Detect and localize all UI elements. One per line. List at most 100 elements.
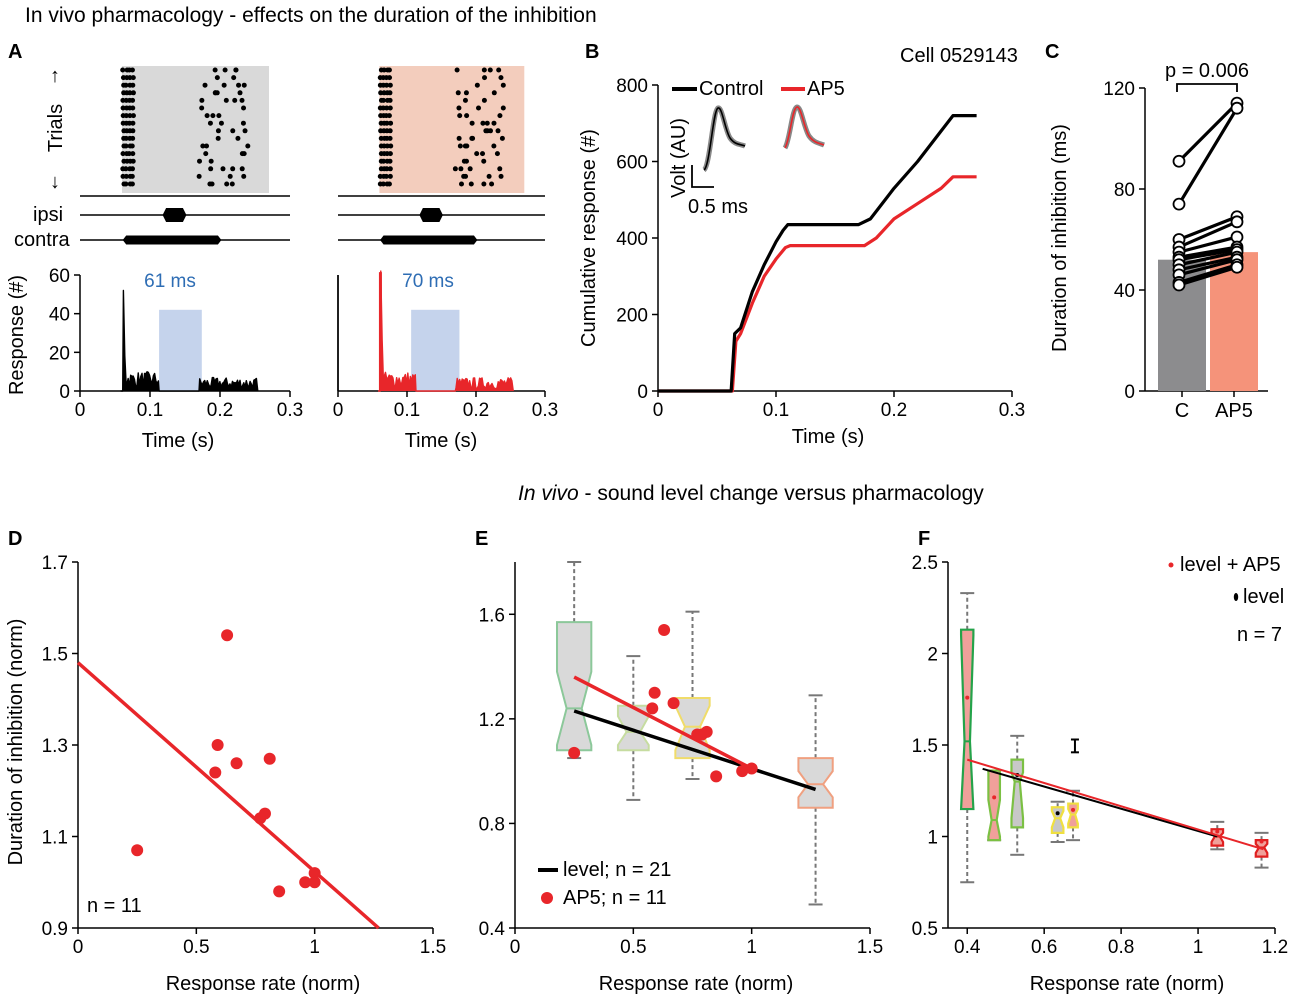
panel-a-ap5-raster-spike	[489, 181, 495, 187]
panel-a-control-raster-spike	[203, 151, 209, 157]
panel-a-ap5-raster-spike	[464, 113, 470, 119]
panel-a-control-raster-spike	[214, 75, 220, 81]
panel-a-control-raster-spike	[216, 113, 222, 119]
panel-a-ap5-raster-spike	[497, 166, 503, 172]
panel-f-y-tick-label: 2	[927, 645, 938, 666]
panel-a-ap5-raster-spike	[495, 128, 501, 134]
panel-a-control-contra-stimulus	[122, 235, 222, 245]
panel-e-point	[646, 702, 659, 715]
panel-c-pair-point	[1230, 260, 1244, 274]
panel-a-control-raster-spike	[130, 97, 136, 103]
panel-d-x-tick-label: 1	[309, 937, 320, 958]
panel-f-box-mean	[1259, 839, 1264, 844]
panel-a-control-raster-spike	[207, 181, 213, 187]
panel-a-ap5-histogram	[378, 270, 514, 392]
panel-f-box-mean	[1215, 829, 1220, 834]
panel-b-legend-control: Control	[699, 78, 763, 100]
panel-b-inset-scalebar	[691, 165, 714, 188]
panel-d-point	[221, 629, 234, 642]
panel-c-pair-line	[1177, 102, 1239, 163]
panel-a-control-raster-spike	[130, 75, 136, 81]
panel-a-control-raster-spike	[130, 113, 136, 119]
panel-b-y-tick-label: 400	[616, 229, 648, 250]
panel-c-x-tick-label: C	[1175, 400, 1189, 422]
panel-a-control-raster-spike	[123, 135, 129, 141]
panel-c-pair-point	[1172, 197, 1186, 211]
panel-f-x-tick-label: 0.6	[1031, 937, 1057, 958]
panel-a-ap5-raster-spike	[383, 173, 389, 179]
bottom-title: In vivo - sound level change versus phar…	[518, 482, 984, 505]
panel-a-ap5-raster-spike	[387, 128, 393, 134]
panel-d-x-tick-label: 0	[73, 937, 84, 958]
panel-c-significance-bracket	[1176, 83, 1238, 92]
panel-a-control-raster-spike	[130, 128, 136, 134]
panel-b-ylabel: Cumulative response (#)	[578, 129, 600, 347]
panel-b-x-tick-label: 0	[653, 400, 664, 421]
panel-b-y-tick-label: 800	[616, 76, 648, 97]
panel-d-annotation: n = 11	[87, 895, 142, 917]
panel-f-legend-ap5: level + AP5	[1180, 554, 1281, 576]
panel-c-pair-point	[1230, 215, 1244, 229]
panel-f-annotation: n = 7	[1237, 624, 1282, 646]
panel-a-ap5-raster-spike	[463, 173, 469, 179]
panel-a-control-raster-spike	[240, 120, 246, 126]
panel-f-box-3-box	[1050, 806, 1065, 834]
panel-a-control-raster-spike	[126, 120, 132, 126]
panel-a-ap5-raster-spike	[482, 75, 488, 81]
panel-a-control-raster-spike	[204, 113, 210, 119]
panel-e-y-tick-label: 1.2	[479, 710, 505, 731]
panel-a-ap5-raster-spike	[387, 97, 393, 103]
panel-a-ap5-raster-spike	[380, 97, 386, 103]
panel-a-ap5-raster-spike	[480, 151, 486, 157]
panel-a-control-raster-spike	[208, 158, 214, 164]
panel-a-ap5-raster-spike	[496, 67, 502, 73]
panel-a-ap5-hist-x-tick-label: 0.1	[394, 400, 420, 421]
panel-a-control-raster-spike	[130, 90, 136, 96]
panel-a-control-raster-spike	[123, 166, 129, 172]
panel-f-box-mean	[1071, 807, 1076, 812]
panel-f-fit-level	[982, 767, 1218, 838]
panel-a-control-raster-spike	[220, 166, 226, 172]
panel-d-fit-line	[76, 661, 380, 930]
panel-a-control-raster-spike	[123, 173, 129, 179]
panel-a-control-raster-spike	[212, 90, 218, 96]
panel-a-ap5-raster-spike	[481, 67, 487, 73]
panel-a-control-hist-y-tick-label: 20	[49, 343, 70, 364]
panel-a-ap5-raster-spike	[387, 90, 393, 96]
panel-a-ap5-raster-spike	[481, 181, 487, 187]
panel-a-ap5-raster-spike	[487, 67, 493, 73]
panel-a-control-raster-spike	[210, 113, 216, 119]
panel-c-pair-line	[1178, 220, 1238, 249]
panel-b-y-tick-label: 0	[637, 382, 648, 403]
panel-a-ap5-raster-spike	[494, 151, 500, 157]
panel-a-control-raster-spike	[123, 82, 129, 88]
panel-a-ap5-raster-spike	[387, 82, 393, 88]
panel-e-legend-ap5: AP5; n = 11	[563, 887, 667, 909]
panel-c-pair-point	[1230, 101, 1244, 115]
panel-a-control-hist-x-tick-label: 0	[75, 400, 86, 421]
panel-a-ap5-raster-spike	[491, 143, 497, 149]
panel-a-ap5-raster-spike	[468, 181, 474, 187]
panel-a-ap5-raster-spike	[498, 173, 504, 179]
panel-e-x-tick-label: 1.5	[857, 937, 883, 958]
panel-e-y-tick-label: 0.8	[479, 814, 505, 835]
panel-a-ap5-raster-spike	[386, 181, 392, 187]
panel-a-control-histogram	[120, 289, 259, 392]
panel-a-ap5-raster-spike	[455, 90, 461, 96]
panel-a-control-raster-spike	[202, 82, 208, 88]
panel-a-control-raster-spike	[242, 128, 248, 134]
panel-f-fit-ap5	[966, 758, 1264, 851]
panel-a-control-raster-spike	[239, 166, 245, 172]
panel-a-ap5-raster-spike	[499, 135, 505, 141]
panel-a-ap5-raster-spike	[463, 90, 469, 96]
panel-a-control-raster-spike	[241, 105, 247, 111]
panel-b-inset-waveform-ap5	[784, 106, 825, 149]
panel-f-box-0-box	[959, 628, 975, 811]
panel-a-ap5-raster-spike	[381, 67, 387, 73]
panel-a-control-raster-spike	[123, 181, 129, 187]
panel-a-control-raster-spike	[199, 105, 205, 111]
panel-d-x-tick-label: 0.5	[183, 937, 209, 958]
panel-d-point	[131, 844, 144, 857]
panel-a-control-raster-spike	[224, 181, 230, 187]
panel-e-xlabel: Response rate (norm)	[599, 973, 794, 995]
